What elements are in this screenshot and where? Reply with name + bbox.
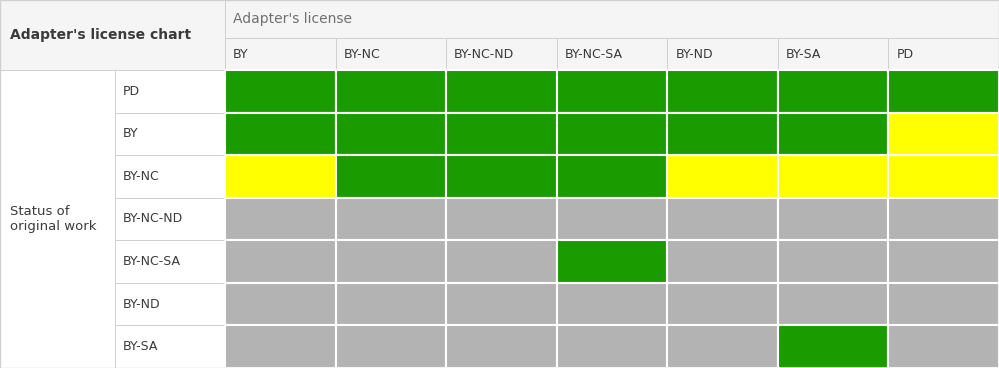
Bar: [115, 325, 225, 368]
Bar: [556, 70, 667, 113]
Bar: [778, 325, 888, 368]
Bar: [336, 38, 447, 70]
Bar: [336, 70, 447, 113]
Text: BY-NC-ND: BY-NC-ND: [455, 47, 514, 60]
Bar: [336, 240, 447, 283]
Text: Adapter's license: Adapter's license: [233, 12, 352, 26]
Bar: [556, 240, 667, 283]
Bar: [556, 38, 667, 70]
Text: BY-SA: BY-SA: [786, 47, 821, 60]
Bar: [556, 325, 667, 368]
Bar: [667, 198, 778, 240]
Bar: [336, 283, 447, 325]
Bar: [667, 325, 778, 368]
Bar: [225, 38, 336, 70]
Bar: [888, 283, 999, 325]
Text: PD: PD: [123, 85, 140, 98]
Bar: [556, 283, 667, 325]
Text: BY-NC-SA: BY-NC-SA: [123, 255, 181, 268]
Bar: [336, 198, 447, 240]
Bar: [447, 240, 556, 283]
Bar: [667, 240, 778, 283]
Text: Adapter's license chart: Adapter's license chart: [10, 28, 191, 42]
Bar: [447, 198, 556, 240]
Bar: [225, 155, 336, 198]
Bar: [447, 325, 556, 368]
Bar: [778, 198, 888, 240]
Text: BY: BY: [123, 127, 139, 140]
Bar: [0, 0, 225, 70]
Bar: [225, 283, 336, 325]
Bar: [778, 283, 888, 325]
Text: Status of
original work: Status of original work: [10, 205, 97, 233]
Bar: [336, 155, 447, 198]
Bar: [667, 70, 778, 113]
Bar: [336, 325, 447, 368]
Text: BY-NC: BY-NC: [123, 170, 160, 183]
Bar: [888, 325, 999, 368]
Bar: [447, 38, 556, 70]
Bar: [667, 38, 778, 70]
Text: BY-SA: BY-SA: [123, 340, 159, 353]
Bar: [778, 240, 888, 283]
Bar: [888, 240, 999, 283]
Text: BY-ND: BY-ND: [123, 298, 161, 311]
Bar: [225, 0, 999, 38]
Bar: [447, 113, 556, 155]
Text: BY-NC: BY-NC: [344, 47, 381, 60]
Bar: [888, 113, 999, 155]
Bar: [888, 38, 999, 70]
Text: PD: PD: [896, 47, 913, 60]
Text: BY-ND: BY-ND: [675, 47, 713, 60]
Bar: [447, 283, 556, 325]
Bar: [115, 198, 225, 240]
Bar: [778, 38, 888, 70]
Bar: [225, 113, 336, 155]
Bar: [225, 240, 336, 283]
Bar: [778, 113, 888, 155]
Bar: [888, 70, 999, 113]
Bar: [778, 70, 888, 113]
Bar: [447, 155, 556, 198]
Bar: [336, 113, 447, 155]
Bar: [115, 113, 225, 155]
Bar: [115, 70, 225, 113]
Bar: [115, 155, 225, 198]
Bar: [556, 113, 667, 155]
Bar: [888, 198, 999, 240]
Text: BY-NC-ND: BY-NC-ND: [123, 212, 183, 226]
Bar: [225, 198, 336, 240]
Text: BY: BY: [233, 47, 249, 60]
Bar: [667, 155, 778, 198]
Bar: [447, 70, 556, 113]
Bar: [556, 155, 667, 198]
Text: BY-NC-SA: BY-NC-SA: [564, 47, 622, 60]
Bar: [667, 113, 778, 155]
Bar: [115, 283, 225, 325]
Bar: [115, 240, 225, 283]
Bar: [225, 325, 336, 368]
Bar: [0, 70, 115, 368]
Bar: [225, 70, 336, 113]
Bar: [888, 155, 999, 198]
Bar: [667, 283, 778, 325]
Bar: [778, 155, 888, 198]
Bar: [556, 198, 667, 240]
